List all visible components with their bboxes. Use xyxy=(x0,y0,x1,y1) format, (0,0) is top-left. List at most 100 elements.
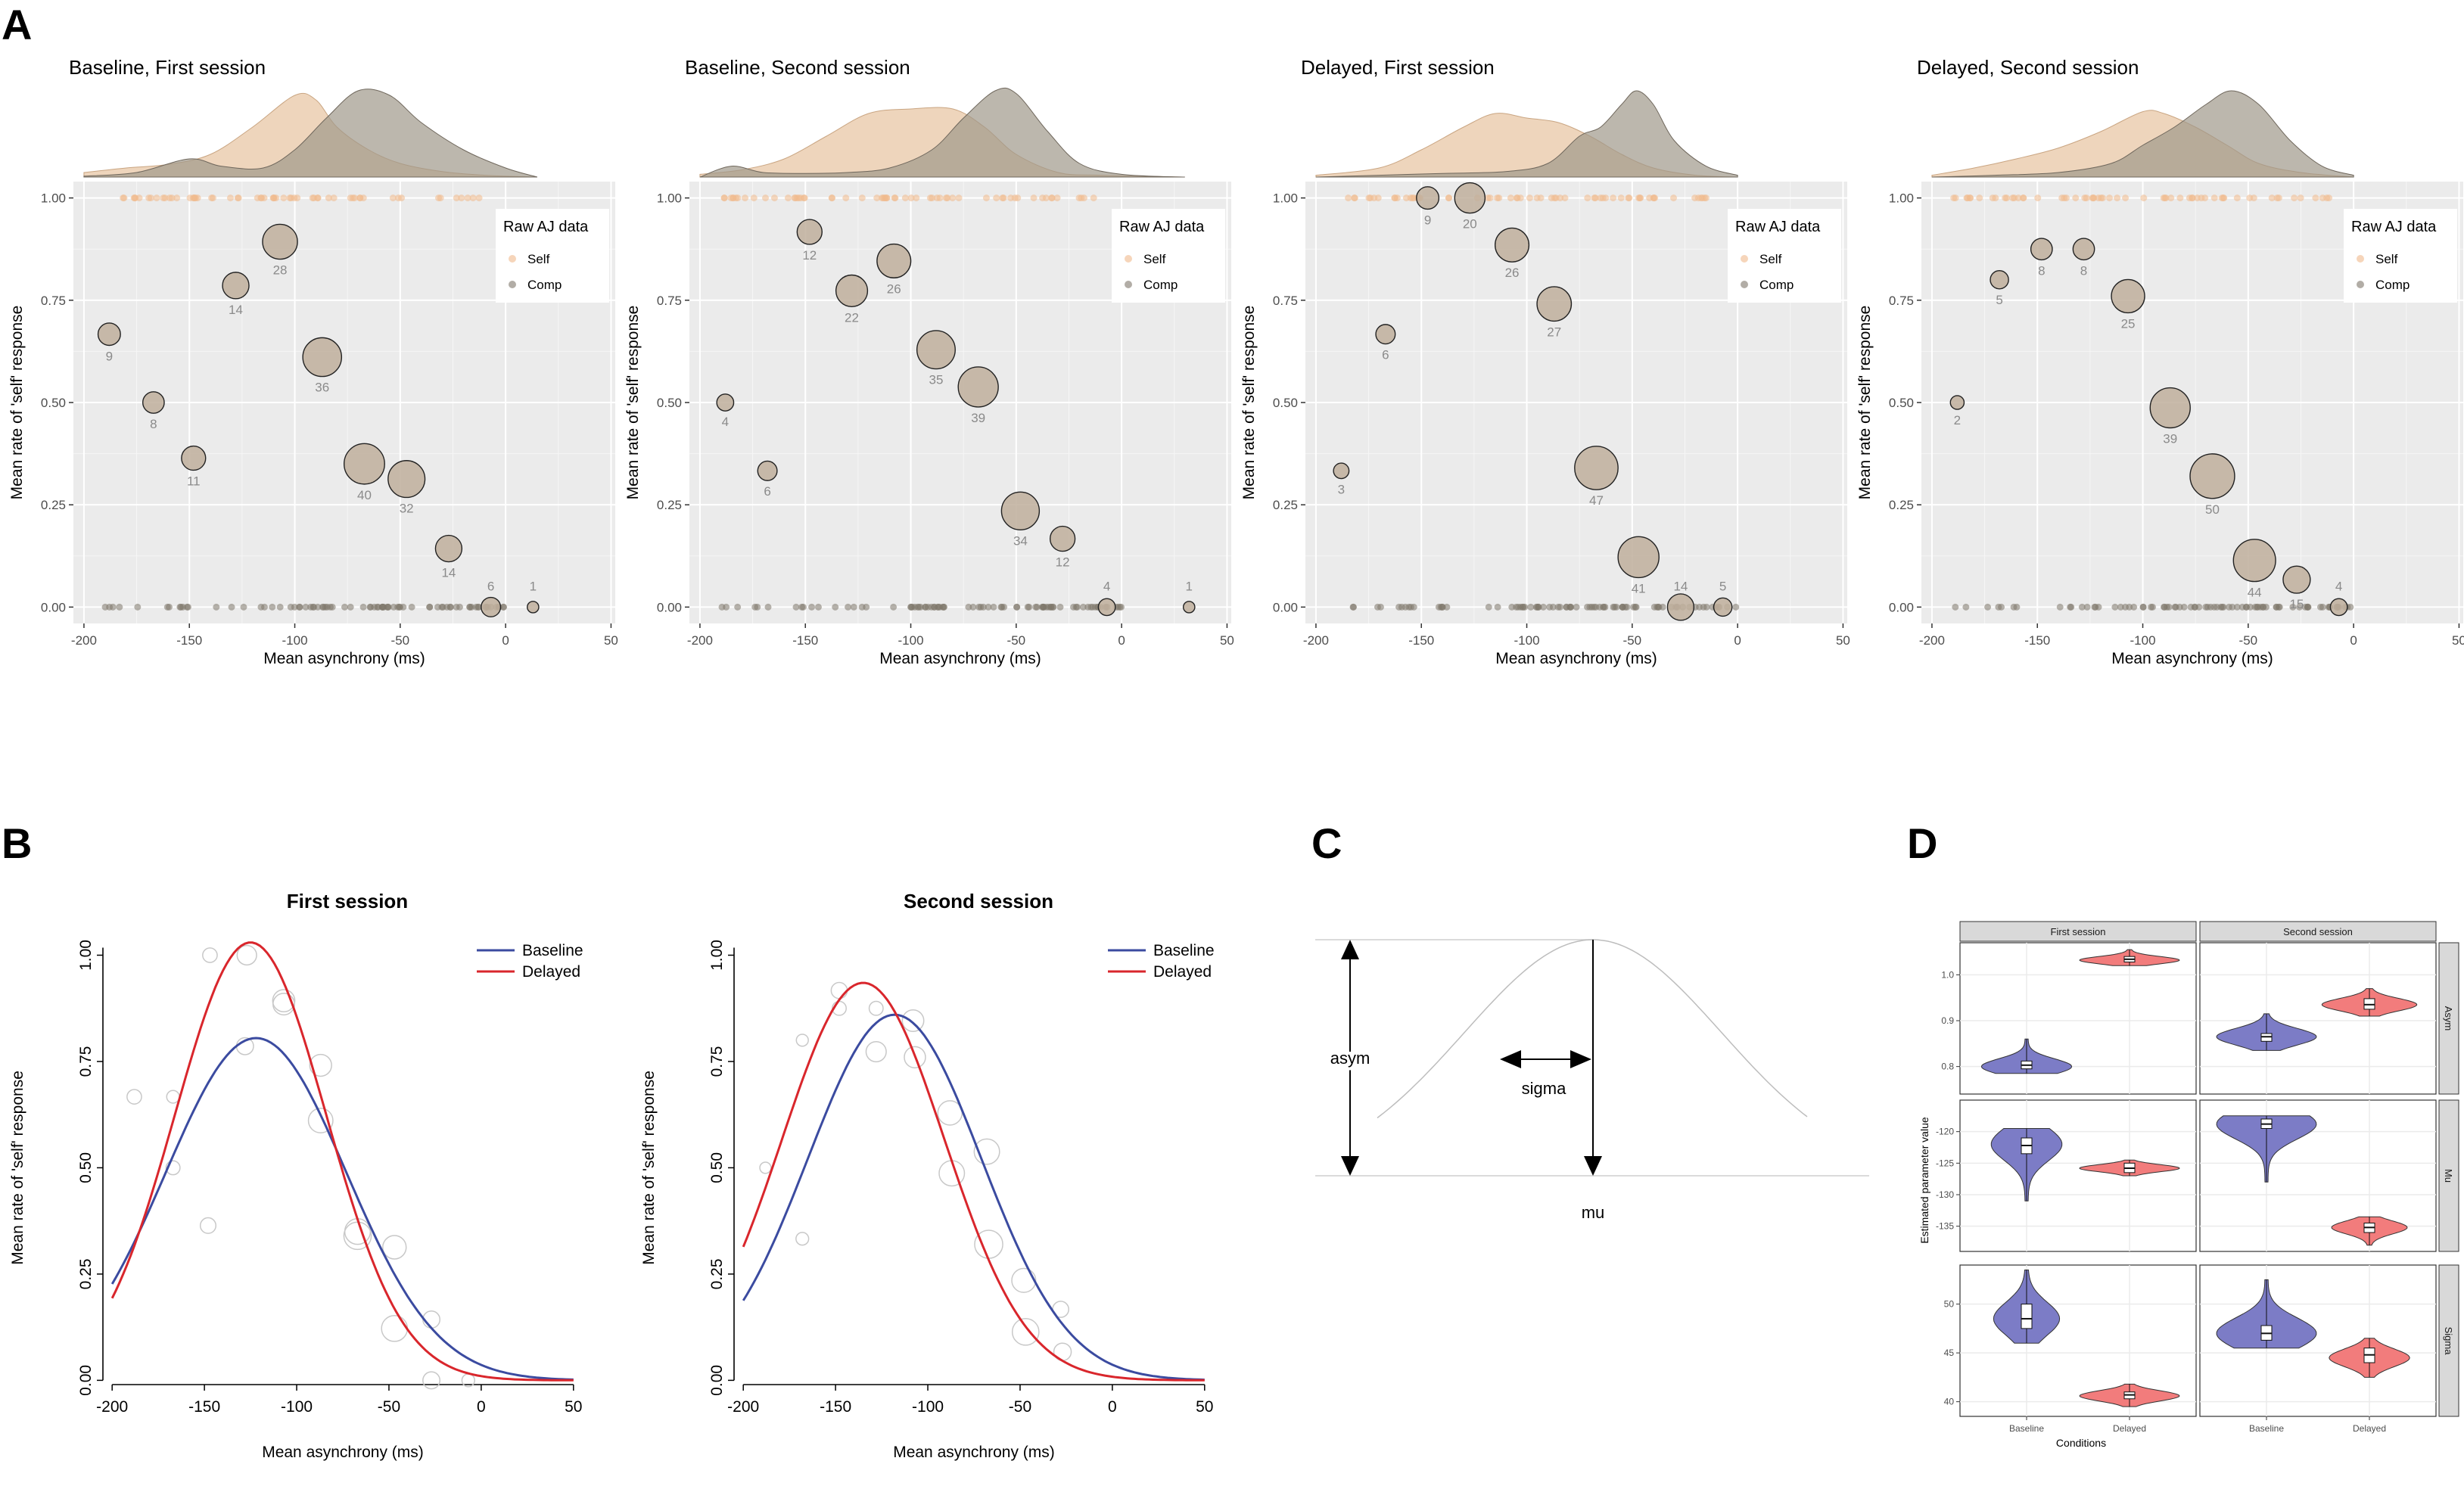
raw-self-point xyxy=(2020,194,2027,202)
x-tick-label: -150 xyxy=(176,633,202,648)
raw-comp-point xyxy=(1521,603,1529,611)
raw-self-point xyxy=(828,194,835,202)
y-tick-label: 0.9 xyxy=(1941,1015,1954,1026)
x-tick-label: -50 xyxy=(1007,633,1026,648)
raw-comp-point xyxy=(922,603,929,611)
x-tick-label: -150 xyxy=(1408,633,1434,648)
raw-self-point xyxy=(1409,194,1417,202)
data-circle xyxy=(272,989,296,1012)
y-tick-label: -125 xyxy=(1936,1158,1954,1168)
raw-comp-point xyxy=(328,603,336,611)
raw-self-point xyxy=(750,194,758,202)
x-tick-label: -50 xyxy=(391,633,410,648)
bubble-count-label: 8 xyxy=(150,417,157,431)
bubble-count-label: 5 xyxy=(1996,293,2002,307)
x-axis-label: Mean asynchrony (ms) xyxy=(2111,650,2273,667)
bubble xyxy=(2072,238,2095,261)
raw-self-point xyxy=(464,194,471,202)
bubble xyxy=(1713,597,1733,617)
raw-self-point xyxy=(272,194,280,202)
bubble-count-label: 6 xyxy=(764,484,770,499)
data-circle xyxy=(382,1235,407,1260)
y-tick-label: 1.00 xyxy=(77,940,95,971)
facet-col-label: First session xyxy=(2051,926,2106,937)
y-axis-label: Mean rate of 'self' response xyxy=(8,306,26,500)
legend-comp-key xyxy=(1741,281,1748,288)
bubble-count-label: 50 xyxy=(2205,502,2220,517)
bubble-count-label: 36 xyxy=(315,381,329,395)
raw-comp-point xyxy=(1033,603,1041,611)
data-circle xyxy=(309,1053,332,1077)
raw-self-point xyxy=(135,194,143,202)
y-tick-label: 40 xyxy=(1944,1397,1955,1407)
raw-self-point xyxy=(1039,194,1047,202)
bubble-count-label: 15 xyxy=(2289,597,2304,611)
raw-self-point xyxy=(1345,194,1352,202)
raw-comp-point xyxy=(850,603,857,611)
raw-comp-point xyxy=(2229,603,2236,611)
raw-self-point xyxy=(801,194,808,202)
legend-comp-key xyxy=(2357,281,2364,288)
x-tick-label: 50 xyxy=(1220,633,1234,648)
raw-self-point xyxy=(166,194,173,202)
raw-self-point xyxy=(993,194,1000,202)
x-tick-label: -150 xyxy=(820,1398,851,1416)
bubble xyxy=(2111,278,2145,314)
x-tick-label: -50 xyxy=(378,1398,400,1416)
panel-letter-b: B xyxy=(2,819,33,867)
raw-comp-point xyxy=(1024,603,1031,611)
raw-self-point xyxy=(907,194,915,202)
delayed-curve xyxy=(742,981,1205,1382)
raw-comp-point xyxy=(940,603,947,611)
bubble-count-label: 28 xyxy=(273,263,288,278)
diagram-c: asym sigma mu xyxy=(1315,939,1869,1222)
bubble-count-label: 39 xyxy=(2163,432,2177,446)
raw-comp-point xyxy=(2083,603,2091,611)
x-axis-label: Mean asynchrony (ms) xyxy=(263,650,425,667)
bubble-count-label: 1 xyxy=(530,579,537,593)
x-tick-label: -100 xyxy=(281,1398,313,1416)
bubble xyxy=(1574,446,1619,490)
data-circle xyxy=(165,1160,181,1176)
raw-self-point xyxy=(1989,194,1996,202)
raw-self-point xyxy=(891,194,899,202)
raw-comp-point xyxy=(1962,603,1970,611)
raw-comp-point xyxy=(2161,603,2168,611)
legend-title: Raw AJ data xyxy=(2351,219,2437,235)
raw-self-point xyxy=(2106,194,2114,202)
bubble xyxy=(1454,182,1486,214)
raw-self-point xyxy=(2275,194,2282,202)
raw-self-point xyxy=(173,194,181,202)
bubble-count-label: 27 xyxy=(1547,325,1561,339)
bubble xyxy=(1333,462,1350,480)
x-tick-label: -50 xyxy=(1009,1398,1031,1416)
y-tick-label: 0.50 xyxy=(657,396,682,410)
raw-comp-point xyxy=(2251,603,2259,611)
legend-label-delayed: Delayed xyxy=(522,963,580,981)
raw-comp-point xyxy=(257,603,265,611)
raw-self-point xyxy=(309,194,316,202)
curve-plot-1: First session -200 -150 -100 -50 0 50 0.00 0.25 0… xyxy=(9,890,583,1461)
legend-comp-label: Comp xyxy=(1143,278,1178,292)
bubble-count-label: 39 xyxy=(971,411,985,425)
raw-comp-point xyxy=(2078,603,2086,611)
raw-comp-point xyxy=(799,603,807,611)
raw-self-point xyxy=(2323,194,2331,202)
bubble xyxy=(2282,565,2311,594)
raw-self-point xyxy=(2312,194,2319,202)
facet-row-label: Mu xyxy=(2443,1169,2454,1183)
x-tick-label: Delayed xyxy=(2113,1423,2146,1434)
raw-self-point xyxy=(1351,194,1358,202)
raw-self-point xyxy=(2246,194,2254,202)
bubble xyxy=(1375,324,1396,345)
raw-comp-point xyxy=(400,603,407,611)
asym-arrow-up-icon xyxy=(1341,940,1359,959)
bubble xyxy=(343,443,385,485)
y-tick-label: 1.00 xyxy=(1273,191,1298,206)
raw-comp-point xyxy=(314,603,322,611)
x-tick-label: -100 xyxy=(898,633,924,648)
raw-self-point xyxy=(1548,194,1555,202)
raw-comp-point xyxy=(466,603,474,611)
raw-self-point xyxy=(186,194,194,202)
raw-self-point xyxy=(153,194,160,202)
